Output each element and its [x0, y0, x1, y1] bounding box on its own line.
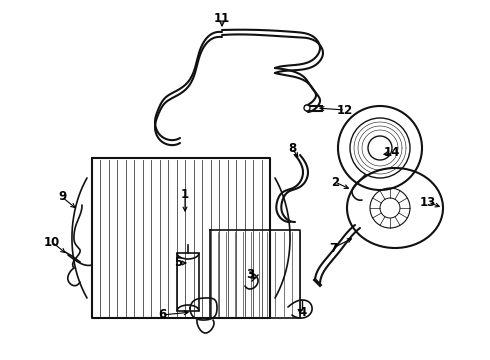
Text: 13: 13 [420, 195, 436, 208]
Text: 8: 8 [288, 141, 296, 154]
Bar [177, 253, 199, 311]
Text: 11: 11 [214, 12, 230, 24]
Text: 9: 9 [58, 190, 66, 203]
Text: 7: 7 [329, 242, 337, 255]
Text: 2: 2 [331, 175, 339, 189]
Text: 12: 12 [337, 104, 353, 117]
Text: 4: 4 [299, 306, 307, 320]
Circle shape [304, 105, 310, 111]
Text: 14: 14 [384, 147, 400, 159]
Text: 10: 10 [44, 235, 60, 248]
Text: 5: 5 [174, 256, 182, 270]
Text: 3: 3 [246, 269, 254, 282]
Text: 1: 1 [181, 189, 189, 202]
Text: 6: 6 [158, 309, 166, 321]
